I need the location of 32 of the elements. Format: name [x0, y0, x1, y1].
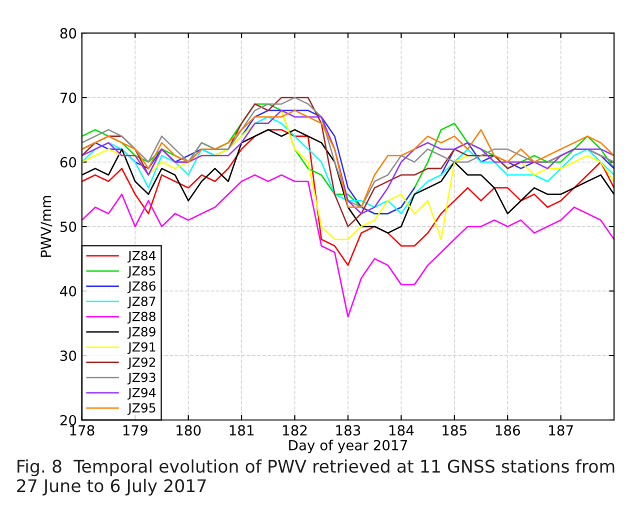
x-tick-label: 187 [549, 425, 573, 436]
x-tick-label: 181 [230, 425, 254, 436]
y-tick-label: 40 [60, 286, 76, 296]
legend-label: JZ91 [128, 342, 156, 354]
y-tick-label: 70 [60, 92, 76, 104]
caption: Fig. 8 Temporal evolution of PWV retrieved at 11 GNSS stations from 27 June to 6 July 2017 [17, 459, 614, 496]
line-series [82, 129, 614, 266]
legend-label: JZ93 [128, 372, 156, 384]
legend-label: JZ85 [128, 266, 156, 278]
x-tick-label: 182 [283, 425, 307, 436]
y-tick-label: 60 [60, 157, 76, 168]
x-tick-label: 183 [336, 425, 360, 436]
y-tick-label: 80 [60, 28, 76, 39]
x-tick-label: 178 [70, 425, 94, 436]
legend-label: JZ89 [128, 327, 156, 339]
legend-label: JZ94 [128, 388, 156, 400]
x-tick-label: 185 [442, 425, 466, 436]
x-tick-label: 180 [176, 425, 201, 436]
legend-label: JZ95 [128, 403, 156, 415]
legend-label: JZ84 [128, 250, 156, 263]
legend-label: JZ86 [128, 281, 156, 294]
legend-label: JZ88 [128, 312, 156, 324]
legend-label: JZ92 [128, 357, 156, 370]
legend-label: JZ87 [128, 296, 156, 308]
x-tick-label: 179 [123, 425, 148, 436]
x-tick-label: 184 [389, 425, 414, 436]
y-tick-label: 50 [60, 222, 76, 232]
x-tick-label: 186 [496, 425, 520, 436]
y-tick-label: 20 [60, 414, 76, 426]
x-axis-title: Day of year 2017 [289, 440, 407, 454]
y-axis-title: PWV/mm [40, 196, 52, 257]
y-tick-label: 30 [60, 350, 76, 361]
